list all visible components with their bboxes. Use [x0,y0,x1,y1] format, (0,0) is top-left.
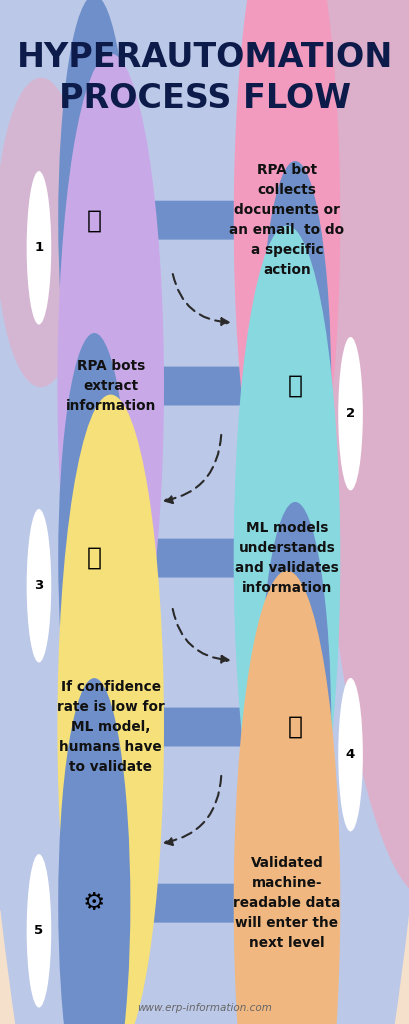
Ellipse shape [57,394,164,1024]
Text: 👥: 👥 [287,715,302,739]
Text: If confidence
rate is low for
ML model,
humans have
to validate: If confidence rate is low for ML model, … [57,680,164,774]
Ellipse shape [0,78,86,387]
Text: 📁: 📁 [87,208,101,232]
FancyBboxPatch shape [119,539,247,578]
Ellipse shape [58,333,130,783]
Text: 📋: 📋 [287,374,302,398]
Text: ⚙: ⚙ [83,891,105,915]
Ellipse shape [258,502,330,952]
FancyBboxPatch shape [119,201,247,240]
Text: PROCESS FLOW: PROCESS FLOW [59,82,350,115]
Ellipse shape [0,0,110,921]
Text: 4: 4 [345,749,354,761]
Ellipse shape [233,0,339,553]
Text: 1: 1 [34,242,43,254]
Ellipse shape [27,854,51,1008]
Text: 💻: 💻 [87,546,101,570]
Ellipse shape [57,53,164,719]
Text: 5: 5 [34,925,43,937]
Ellipse shape [27,509,51,663]
Text: 2: 2 [345,408,354,420]
Ellipse shape [27,171,51,325]
Ellipse shape [233,570,339,1024]
Ellipse shape [233,225,339,891]
Ellipse shape [307,0,409,900]
Text: RPA bot
collects
documents or
an email  to do
a specific
action: RPA bot collects documents or an email t… [229,163,344,278]
Text: Validated
machine-
readable data
will enter the
next level: Validated machine- readable data will en… [233,856,340,950]
Text: HYPERAUTOMATION: HYPERAUTOMATION [17,41,392,74]
Text: ML models
understands
and validates
information: ML models understands and validates info… [234,521,338,595]
Text: 3: 3 [34,580,43,592]
FancyBboxPatch shape [119,884,247,923]
FancyBboxPatch shape [150,708,269,746]
Ellipse shape [58,678,130,1024]
FancyBboxPatch shape [150,367,269,406]
Ellipse shape [337,678,362,831]
Text: www.erp-information.com: www.erp-information.com [137,1002,272,1013]
Text: RPA bots
extract
information: RPA bots extract information [65,359,155,413]
Ellipse shape [258,161,330,611]
Ellipse shape [337,337,362,490]
Ellipse shape [58,0,130,445]
